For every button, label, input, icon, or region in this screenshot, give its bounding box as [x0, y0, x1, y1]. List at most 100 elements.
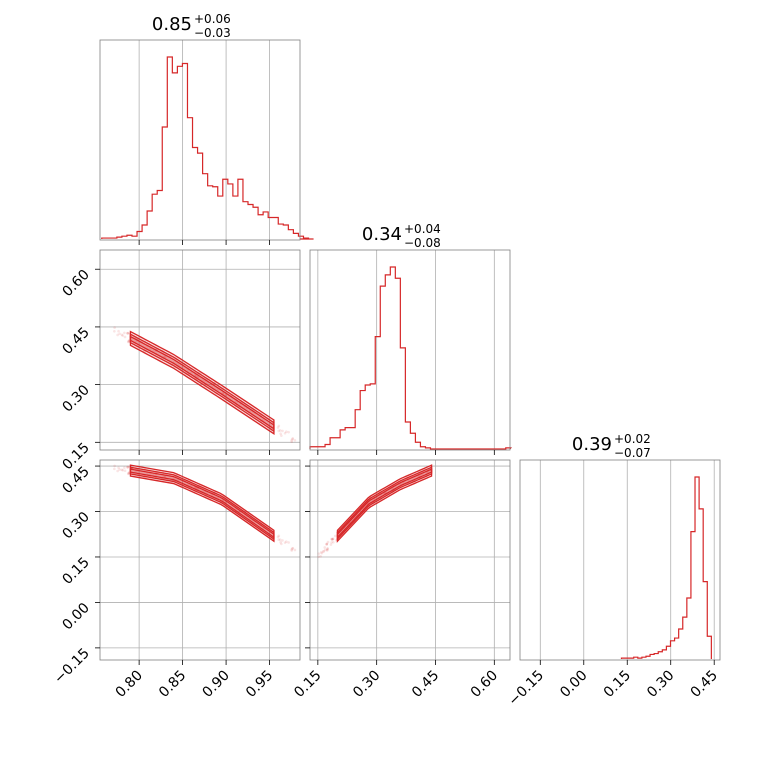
p1_0-contour	[129, 333, 275, 433]
p1_0-point	[118, 332, 121, 336]
p2_2-title-minus: −0.07	[614, 446, 651, 460]
p2_1-point	[332, 540, 335, 544]
p2_0-contour	[129, 468, 275, 539]
p2_0-point	[113, 464, 116, 468]
p1_0-point	[127, 339, 131, 343]
p2_1-point	[330, 541, 333, 544]
p1_0-point	[293, 439, 297, 442]
p2_0-point	[120, 468, 124, 472]
p1_0-yaxis-label: 0.30	[59, 382, 92, 415]
p1_0-yaxis-label: 0.60	[59, 267, 92, 300]
p2_0-point	[283, 541, 287, 544]
p1_0-point	[278, 429, 282, 432]
p2_1-contour	[336, 468, 433, 539]
p2_1-point	[325, 549, 329, 552]
p2_0-yaxis-label: 0.30	[59, 509, 92, 542]
p1_0-point	[126, 332, 130, 335]
p2_1-point	[326, 547, 329, 551]
p2_0-point	[291, 546, 295, 550]
p2_0-point	[127, 471, 131, 475]
p2_0-contour	[129, 466, 275, 541]
p2_1-point	[326, 540, 330, 544]
p2_0-point	[293, 548, 297, 552]
p1_0-point	[126, 331, 129, 335]
p1_0-point	[123, 331, 126, 335]
p1_0-point	[279, 432, 282, 435]
p1_0-point	[235, 401, 239, 404]
p2_0-point	[126, 465, 129, 469]
p2_1-point	[331, 537, 335, 541]
p2_0-point	[127, 472, 130, 475]
p2_0-point	[121, 468, 125, 472]
p2_1-xaxis-label: 0.15	[291, 668, 324, 701]
p2_0-point	[113, 467, 116, 471]
p2_1-point	[319, 550, 323, 554]
p2_1-point	[331, 537, 335, 541]
p2_1-point	[323, 548, 327, 552]
p1_0-contour	[129, 335, 275, 431]
p1_0-point	[113, 326, 116, 329]
p2_0-point	[285, 540, 288, 543]
p2_0-point	[287, 541, 290, 544]
p2_0-point	[277, 538, 280, 542]
p2_0-point	[127, 472, 130, 476]
p2_0-xaxis-label: 0.90	[200, 668, 233, 701]
p1_0-point	[291, 437, 295, 440]
p0-frame	[99, 39, 301, 241]
p1_0-point	[285, 430, 288, 433]
p2_2-xaxis-label: 0.15	[601, 668, 634, 701]
p2_0-xaxis-label: 0.80	[113, 668, 146, 701]
p1_1-title-minus: −0.08	[404, 236, 441, 250]
p2_0-point	[123, 466, 126, 470]
p2_2-frame	[519, 459, 721, 661]
p1_0-point	[276, 426, 280, 429]
p2_0-point	[291, 547, 294, 550]
p2_0-point	[276, 535, 280, 539]
p2_0-point	[278, 538, 282, 541]
p2_0-point	[123, 469, 127, 473]
p2_1-point	[319, 554, 322, 558]
p1_0-point	[120, 333, 124, 337]
p1_0-point	[287, 430, 290, 434]
p2_0-xaxis-label: 0.95	[243, 668, 276, 701]
p1_0-yaxis-label: 0.45	[59, 324, 92, 357]
p1_1-title-plus: +0.04	[404, 222, 441, 236]
p1_0-point	[290, 439, 293, 442]
p2_1-point	[330, 537, 334, 541]
p1_1-frame	[309, 249, 511, 451]
p1_0-point	[126, 331, 130, 335]
p1_0-point	[290, 440, 294, 444]
p2_1-point	[322, 550, 326, 553]
p2_0-yaxis-label: 0.45	[59, 464, 92, 497]
p1_0-point	[127, 340, 130, 343]
p2_0-point	[126, 465, 130, 469]
p1_0-contour	[129, 330, 275, 436]
p2_1-point	[325, 542, 329, 546]
p0-title-minus: −0.03	[194, 26, 231, 40]
p1_0-point	[277, 429, 280, 433]
p2_1-point	[323, 546, 327, 549]
p1_1-title-median: 0.34	[362, 224, 402, 245]
p1_0-point	[121, 334, 125, 337]
p2_1-xaxis-label: 0.60	[468, 668, 501, 701]
p2_1-point	[326, 547, 329, 550]
p2_1-point	[320, 551, 324, 555]
p2_0-point	[126, 465, 130, 469]
p2_1-point	[330, 537, 333, 541]
p2_2-histogram	[620, 476, 712, 659]
p1_0-point	[277, 424, 281, 428]
p1_1-histogram	[309, 266, 512, 450]
p1_0-point	[291, 437, 294, 441]
p2_2-xaxis-label: −0.15	[505, 668, 547, 710]
p1_0-point	[123, 335, 127, 339]
p2_1-xaxis-label: 0.30	[350, 668, 383, 701]
p2_0-point	[116, 469, 119, 473]
p1_0-point	[280, 434, 283, 437]
p2_0-point	[118, 468, 121, 471]
p2_2-title-plus: +0.02	[614, 432, 651, 446]
p2_0-yaxis-label: −0.15	[51, 645, 93, 687]
p2_0-point	[164, 475, 167, 479]
p1_0-frame	[99, 249, 301, 451]
p2_2-xaxis-label: 0.00	[557, 668, 590, 701]
